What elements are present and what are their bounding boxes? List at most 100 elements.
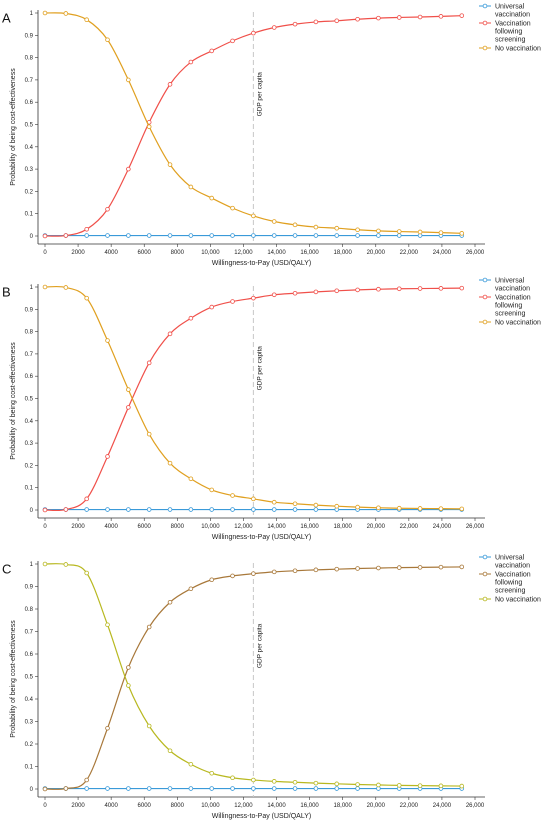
data-point [355,504,360,510]
data-point [438,286,444,291]
series-vaccination-following-screening [42,285,465,513]
x-tick-label: 14,000 [267,803,286,809]
legend-swatch-marker [482,319,488,325]
data-point [167,460,173,466]
panel-letter: B [2,285,11,300]
series-no-vaccination [42,561,465,789]
legend-swatch-marker [482,554,488,560]
data-point [313,780,319,786]
data-point [459,564,465,570]
y-tick-label: 0.7 [25,352,34,358]
data-point [105,622,110,628]
data-point [188,507,194,512]
y-axis-title: Probability of being cost-effectiveness [10,342,17,460]
data-point [313,567,319,573]
y-tick-label: 0.1 [25,212,34,218]
data-point [188,315,194,321]
chart-panel-b: B 0 0.1 0.2 0.3 0.4 0.5 0.6 0.7 0.8 0.9 1 0 2000 4000 6… [2,277,541,541]
data-point [188,59,194,65]
y-tick-label: 1 [30,11,34,17]
data-point [292,222,298,228]
data-point [167,748,173,754]
x-tick-label: 24,000 [433,803,452,809]
legend-swatch-marker [482,294,488,300]
y-tick-label: 0.4 [25,697,34,703]
data-point [376,15,381,21]
data-point [313,233,319,238]
y-tick-label: 0.2 [25,742,34,748]
x-tick-label: 8000 [171,524,185,530]
data-point [396,229,402,234]
data-point [271,499,277,505]
data-point [459,231,465,236]
data-point [334,233,340,238]
data-point [313,289,319,295]
data-point [105,507,110,512]
x-tick-label: 6000 [138,803,152,809]
data-point [167,233,173,238]
data-point [209,786,215,791]
x-tick-label: 20,000 [367,250,386,256]
data-point [355,233,360,238]
x-tick-label: 10,000 [201,803,220,809]
y-tick-label: 0.9 [25,585,34,591]
data-point [63,285,69,290]
data-point [126,166,131,172]
y-tick-label: 0.4 [25,419,34,425]
x-tick-label: 8000 [171,250,185,256]
legend: Universal vaccination Vaccination following… [479,554,541,603]
y-tick-label: 0.1 [25,486,34,492]
data-point [230,38,235,44]
legend-label: Universal vaccination [495,554,530,569]
data-point [63,233,69,238]
data-point [84,227,89,232]
x-tick-label: 10,000 [201,250,220,256]
x-tick-label: 18,000 [334,803,353,809]
data-point [63,562,69,567]
data-point [230,786,235,791]
data-point [292,507,298,512]
legend-swatch-marker [482,277,488,283]
x-tick-label: 22,000 [400,803,419,809]
data-point [271,569,277,575]
x-tick-label: 2000 [71,524,85,530]
x-tick-label: 6000 [138,524,152,530]
data-point [230,205,235,211]
data-point [126,387,131,392]
data-point [230,507,235,512]
data-point [376,286,381,292]
data-point [251,777,256,783]
data-point [417,229,423,235]
data-point [209,770,215,776]
data-point [42,233,48,239]
legend-swatch-marker [482,45,488,51]
x-tick-label: 14,000 [267,250,286,256]
y-tick-label: 0.8 [25,56,34,62]
y-tick-label: 0 [30,508,34,514]
y-tick-label: 0.7 [25,78,34,84]
data-point [146,507,152,512]
data-point [376,505,381,511]
data-point [42,507,48,513]
data-point [167,599,173,605]
x-tick-label: 18,000 [334,524,353,530]
y-tick-label: 0.3 [25,441,34,447]
y-tick-label: 0.5 [25,397,34,403]
data-point [188,586,194,592]
data-point [146,360,152,366]
y-tick-label: 0.3 [25,720,34,726]
data-point [126,683,131,688]
x-tick-label: 4000 [104,803,118,809]
y-tick-label: 0.8 [25,607,34,613]
legend-label: Vaccination following screening [495,294,531,317]
data-point [167,162,173,167]
data-point [230,573,235,579]
data-point [417,783,423,788]
data-point [313,786,319,791]
x-tick-label: 0 [43,803,47,809]
data-point [355,227,360,233]
data-point [334,288,340,294]
data-point [42,561,48,567]
data-point [251,571,256,576]
data-point [292,290,298,296]
